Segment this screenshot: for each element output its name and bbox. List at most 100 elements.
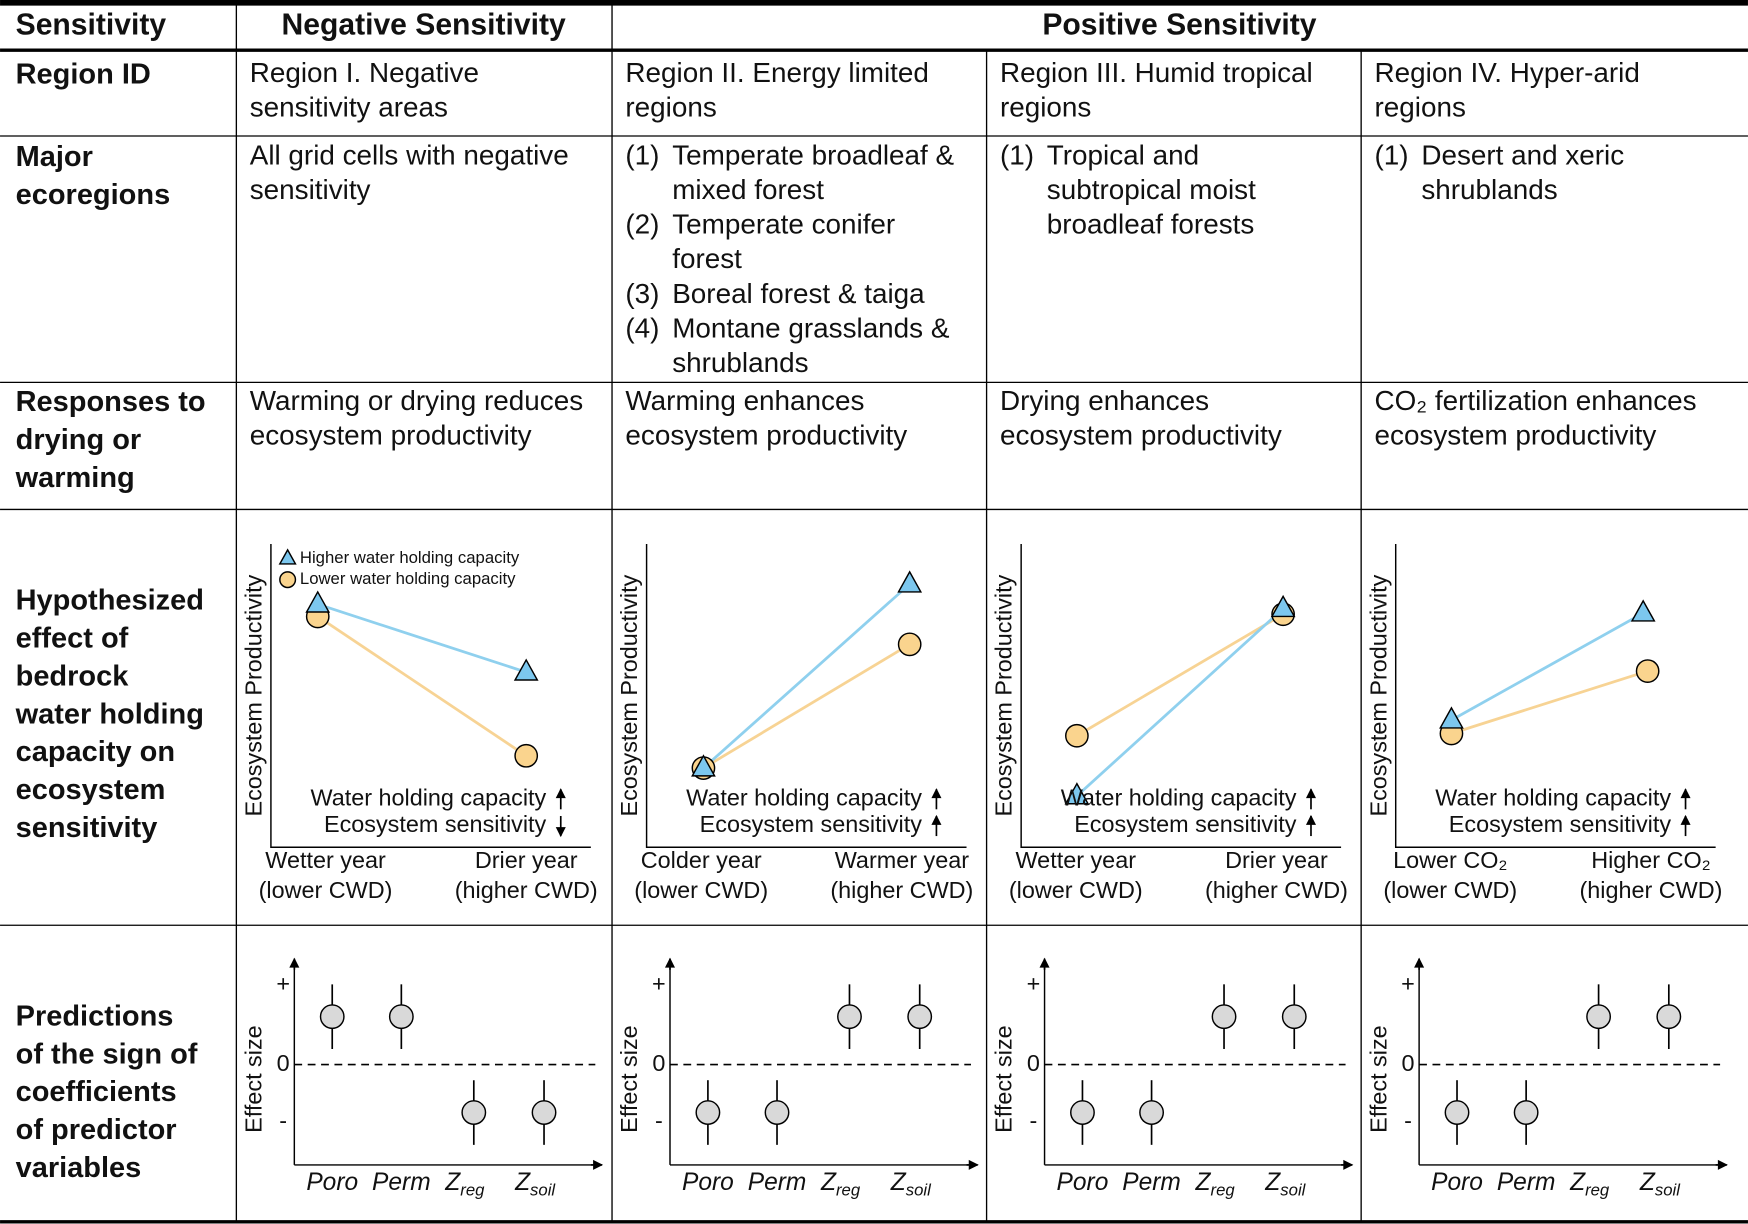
x-label: Lower CO₂ [1393, 847, 1507, 873]
high-whc-line [317, 602, 527, 674]
y-tick-label: - [279, 1108, 287, 1134]
ecoregion: shrublands [672, 347, 808, 378]
predictor-label: Zsoil [1639, 1169, 1681, 1200]
axis-arrow-head [664, 957, 676, 968]
predictor-name: Poro [306, 1169, 358, 1196]
y-tick-label: + [652, 971, 666, 997]
high-whc-marker [513, 658, 539, 681]
effect-point [531, 1100, 557, 1125]
predictor-subscript: soil [530, 1181, 556, 1200]
effect-point [1281, 1004, 1307, 1030]
response: ecosystem productivity [1375, 419, 1657, 450]
axis [1020, 544, 1342, 848]
predictor-label: Perm [748, 1169, 807, 1196]
predictor-name: Poro [1431, 1169, 1483, 1196]
row-label: water holding [15, 698, 204, 730]
direction-arrow-head [1680, 788, 1691, 799]
annotation: Water holding capacity [686, 784, 922, 810]
region-id: regions [1375, 92, 1466, 123]
low-whc-line [702, 643, 911, 770]
ecoregion-number: (1) [1000, 140, 1034, 171]
row-label: bedrock [16, 660, 130, 692]
predictor-name: Z [1639, 1169, 1656, 1196]
ecoregion: sensitivity [250, 174, 371, 205]
axis-arrow-head [289, 957, 300, 968]
low-whc-line [1076, 613, 1284, 737]
row-label: of the sign of [16, 1038, 198, 1070]
axis [1394, 544, 1716, 848]
y-axis-label: Ecosystem Productivity [1365, 574, 1391, 816]
effect-point [764, 1100, 790, 1125]
x-label: Wetter year [1016, 847, 1137, 873]
low-whc-marker [1635, 659, 1660, 683]
response: ecosystem productivity [625, 419, 907, 450]
predictor-name: Perm [372, 1169, 431, 1196]
x-label: (higher CWD) [1205, 877, 1348, 903]
y-tick-label: + [1401, 971, 1415, 997]
x-label: Drier year [1225, 847, 1328, 873]
direction-arrow-head [1305, 814, 1316, 825]
ecoregion-number: (3) [625, 278, 659, 309]
ecoregion: Montane grasslands & [672, 312, 950, 343]
predictor-name: Poro [682, 1169, 734, 1196]
response: ecosystem productivity [1000, 419, 1282, 450]
header-positive: Positive Sensitivity [1042, 9, 1316, 42]
response: Drying enhances [1000, 385, 1209, 416]
x-label: (higher CWD) [830, 877, 973, 903]
x-label: Colder year [641, 847, 762, 873]
low-whc-line [1451, 669, 1649, 735]
y-tick-label: 0 [652, 1050, 665, 1076]
predictor-name: Perm [748, 1169, 807, 1196]
low-whc-marker [897, 632, 922, 657]
region-id: regions [625, 92, 716, 123]
y-tick-label: - [1404, 1108, 1412, 1134]
region-id: Region III. Humid tropical [1000, 57, 1313, 88]
row-label: Responses to [16, 386, 206, 418]
predictor-label: Zsoil [514, 1169, 556, 1200]
row-label: sensitivity [16, 812, 158, 844]
axis-arrow-head [1717, 1159, 1728, 1170]
row-label: of predictor [16, 1114, 177, 1146]
low-whc-marker [1065, 723, 1089, 748]
annotation: Water holding capacity [310, 784, 546, 810]
high-whc-line [1075, 607, 1285, 797]
x-label: Warmer year [835, 847, 970, 873]
direction-arrow-head [555, 788, 566, 799]
row-label: warming [15, 462, 135, 494]
ecoregion: Desert and xeric [1421, 140, 1624, 171]
predictor-label: Perm [372, 1169, 431, 1196]
annotation: Ecosystem sensitivity [1074, 811, 1297, 837]
predictor-subscript: reg [1211, 1181, 1236, 1200]
predictor-name: Z [1569, 1169, 1586, 1196]
predictor-label: Poro [1431, 1169, 1483, 1196]
effect-point [319, 1004, 345, 1030]
high-whc-line [702, 583, 911, 770]
row-label: drying or [16, 424, 142, 456]
response: Warming or drying reduces [250, 385, 583, 416]
effect-point [1513, 1100, 1539, 1125]
effect-point [388, 1004, 414, 1030]
row-label: Major [16, 141, 93, 173]
axis [645, 544, 967, 848]
direction-arrow-head [1305, 788, 1316, 799]
predictor-label: Zsoil [890, 1169, 932, 1200]
response: CO₂ fertilization enhances [1375, 385, 1697, 416]
y-axis-label: Ecosystem Productivity [616, 574, 642, 816]
predictor-label: Poro [682, 1169, 734, 1196]
low-whc-marker [514, 743, 539, 768]
y-tick-label: + [276, 971, 290, 997]
ecoregion: forest [672, 243, 742, 274]
ecoregion: Boreal forest & taiga [672, 278, 925, 309]
row-label: ecosystem [16, 774, 166, 806]
axis-arrow-head [1039, 957, 1050, 968]
legend-marker [278, 548, 297, 565]
row-label: effect of [16, 623, 129, 655]
ecoregion: broadleaf forests [1047, 209, 1255, 240]
high-whc-line [1450, 611, 1644, 722]
y-tick-label: - [655, 1108, 663, 1134]
high-whc-marker [1439, 706, 1464, 729]
predictor-subscript: soil [1655, 1181, 1681, 1200]
low-whc-line [316, 615, 527, 757]
